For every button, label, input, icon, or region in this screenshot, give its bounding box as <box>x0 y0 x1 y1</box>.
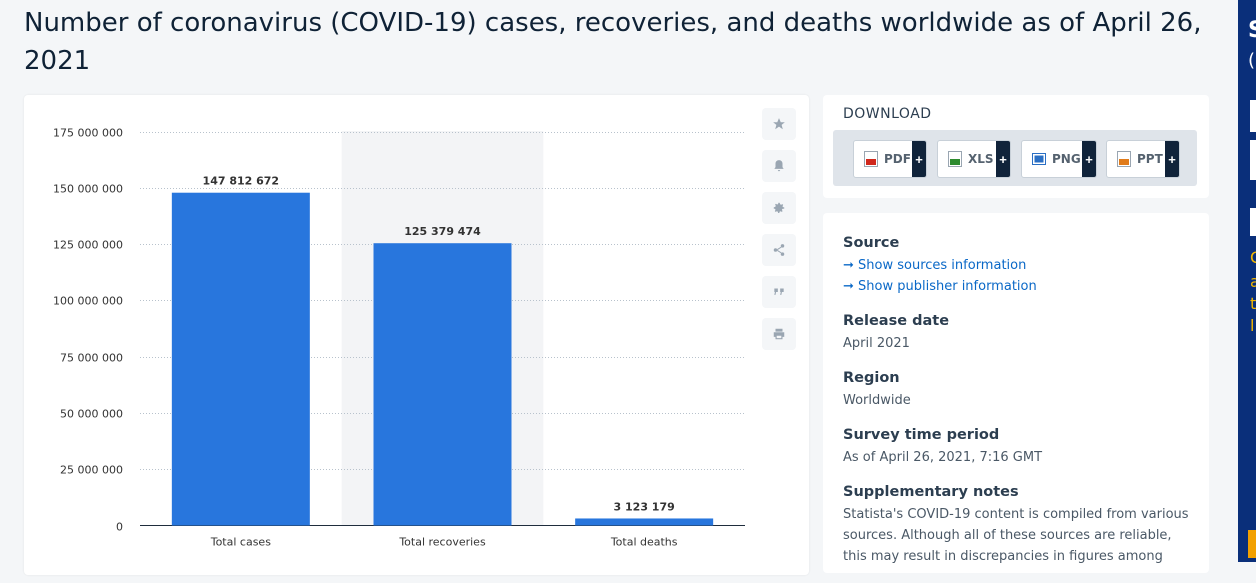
plus-icon: + <box>996 141 1010 177</box>
print-icon <box>773 328 785 340</box>
region-heading: Region <box>843 370 900 386</box>
share-icon <box>773 244 785 256</box>
show-sources-link[interactable]: ➞ Show sources information <box>843 258 1027 273</box>
download-panel: DOWNLOAD PDF + XLS + PNG + PPT + <box>823 95 1209 198</box>
download-ppt-label: PPT <box>1137 152 1163 166</box>
plus-icon: + <box>1082 141 1096 177</box>
settings-button[interactable] <box>762 192 796 224</box>
survey-period-value: As of April 26, 2021, 7:16 GMT <box>843 450 1043 465</box>
bell-icon <box>774 160 784 172</box>
ad-letter: ( <box>1248 50 1256 71</box>
release-date-heading: Release date <box>843 313 950 329</box>
y-tick-label: 75 000 000 <box>60 352 123 365</box>
pdf-file-icon <box>864 151 878 167</box>
statistic-info-panel: Source ➞ Show sources information ➞ Show… <box>823 213 1209 573</box>
star-icon <box>773 118 785 130</box>
y-tick-label: 150 000 000 <box>53 183 123 196</box>
y-tick-label: 175 000 000 <box>53 127 123 140</box>
download-pdf-button[interactable]: PDF + <box>853 140 927 178</box>
png-file-icon <box>1032 153 1046 165</box>
x-tick-label: Total recoveries <box>398 536 486 549</box>
notification-button[interactable] <box>762 150 796 182</box>
bar <box>373 243 512 526</box>
y-tick-label: 100 000 000 <box>53 295 123 308</box>
chart-toolbar <box>762 108 796 360</box>
release-date-value: April 2021 <box>843 336 910 351</box>
advertisement-banner[interactable]: S ( C a t l <box>1238 0 1256 562</box>
y-tick-label: 0 <box>116 521 123 534</box>
download-heading: DOWNLOAD <box>843 106 932 122</box>
plus-icon: + <box>912 141 926 177</box>
download-xls-button[interactable]: XLS + <box>937 140 1011 178</box>
ppt-file-icon <box>1117 151 1131 167</box>
x-tick-label: Total cases <box>210 536 271 549</box>
y-tick-label: 50 000 000 <box>60 408 123 421</box>
download-xls-label: XLS <box>968 152 994 166</box>
favorite-button[interactable] <box>762 108 796 140</box>
xls-file-icon <box>948 151 962 167</box>
download-png-label: PNG <box>1052 152 1081 166</box>
ad-letter: S <box>1248 18 1256 43</box>
page-title: Number of coronavirus (COVID-19) cases, … <box>24 8 1202 76</box>
data-label: 147 812 672 <box>203 175 280 188</box>
share-button[interactable] <box>762 234 796 266</box>
ad-text-yellow: l <box>1250 316 1255 335</box>
cite-button[interactable] <box>762 276 796 308</box>
survey-period-heading: Survey time period <box>843 427 1000 443</box>
ad-cta-button[interactable] <box>1248 530 1256 558</box>
source-section: Source ➞ Show sources information ➞ Show… <box>843 235 1193 297</box>
bar <box>575 518 714 526</box>
y-tick-label: 125 000 000 <box>53 239 123 252</box>
bar <box>171 192 310 526</box>
supplementary-notes-value: Statista's COVID-19 content is compiled … <box>843 507 1189 564</box>
ad-text-yellow: C <box>1250 248 1256 267</box>
plus-icon: + <box>1165 141 1179 177</box>
supplementary-notes-heading: Supplementary notes <box>843 484 1019 500</box>
ad-bar <box>1250 100 1256 132</box>
chart-card: 0 25 000 000 50 000 000 75 000 000 100 000 0… <box>24 95 809 575</box>
x-tick-label: Total deaths <box>610 536 678 549</box>
ad-bar <box>1250 208 1256 236</box>
gear-icon <box>773 202 785 213</box>
quote-icon <box>774 288 784 295</box>
download-bar: PDF + XLS + PNG + PPT + <box>833 130 1197 186</box>
y-tick-label: 25 000 000 <box>60 464 123 477</box>
print-button[interactable] <box>762 318 796 350</box>
bar-chart: 0 25 000 000 50 000 000 75 000 000 100 000 0… <box>53 127 745 549</box>
download-png-button[interactable]: PNG + <box>1021 140 1097 178</box>
data-label: 125 379 474 <box>404 225 481 238</box>
source-heading: Source <box>843 235 900 251</box>
ad-text-yellow: t <box>1250 294 1256 313</box>
download-ppt-button[interactable]: PPT + <box>1106 140 1180 178</box>
data-label: 3 123 179 <box>614 500 675 513</box>
region-value: Worldwide <box>843 393 911 408</box>
ad-bar <box>1250 140 1256 180</box>
show-publisher-link[interactable]: ➞ Show publisher information <box>843 279 1037 294</box>
download-pdf-label: PDF <box>884 152 911 166</box>
ad-text-yellow: a <box>1250 272 1256 291</box>
